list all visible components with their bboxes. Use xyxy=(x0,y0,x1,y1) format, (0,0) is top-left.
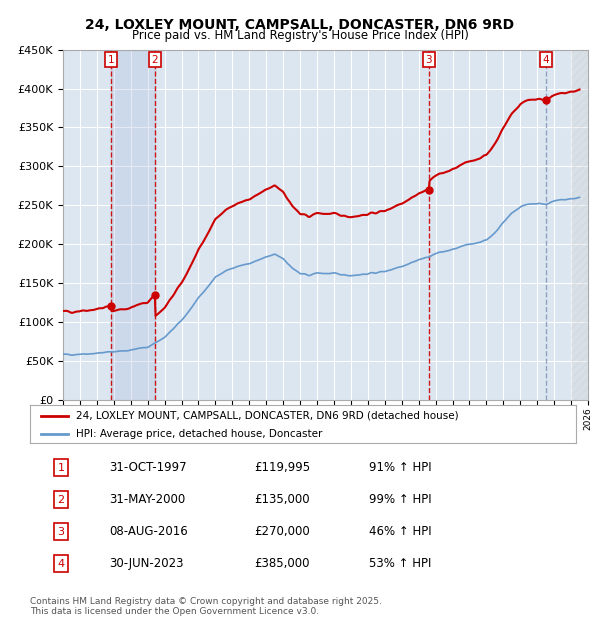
Text: 91% ↑ HPI: 91% ↑ HPI xyxy=(368,461,431,474)
Text: 08-AUG-2016: 08-AUG-2016 xyxy=(109,525,188,538)
Text: £385,000: £385,000 xyxy=(254,557,310,570)
Text: 4: 4 xyxy=(58,559,65,569)
Text: £119,995: £119,995 xyxy=(254,461,310,474)
Text: Contains HM Land Registry data © Crown copyright and database right 2025.
This d: Contains HM Land Registry data © Crown c… xyxy=(30,596,382,616)
Text: 46% ↑ HPI: 46% ↑ HPI xyxy=(368,525,431,538)
Text: £270,000: £270,000 xyxy=(254,525,310,538)
Text: 24, LOXLEY MOUNT, CAMPSALL, DONCASTER, DN6 9RD (detached house): 24, LOXLEY MOUNT, CAMPSALL, DONCASTER, D… xyxy=(76,410,459,420)
Text: 2: 2 xyxy=(58,495,65,505)
Bar xyxy=(571,50,596,400)
Text: 30-JUN-2023: 30-JUN-2023 xyxy=(109,557,184,570)
Text: 24, LOXLEY MOUNT, CAMPSALL, DONCASTER, DN6 9RD: 24, LOXLEY MOUNT, CAMPSALL, DONCASTER, D… xyxy=(85,18,515,32)
Text: HPI: Average price, detached house, Doncaster: HPI: Average price, detached house, Donc… xyxy=(76,428,323,439)
Text: 4: 4 xyxy=(542,55,549,65)
Text: 1: 1 xyxy=(58,463,65,472)
Text: 3: 3 xyxy=(58,527,65,537)
Text: £135,000: £135,000 xyxy=(254,494,310,506)
Text: 1: 1 xyxy=(107,55,114,65)
Text: Price paid vs. HM Land Registry's House Price Index (HPI): Price paid vs. HM Land Registry's House … xyxy=(131,30,469,42)
Text: 31-MAY-2000: 31-MAY-2000 xyxy=(109,494,185,506)
Text: 53% ↑ HPI: 53% ↑ HPI xyxy=(368,557,431,570)
Text: 99% ↑ HPI: 99% ↑ HPI xyxy=(368,494,431,506)
Text: 3: 3 xyxy=(425,55,432,65)
Text: 2: 2 xyxy=(151,55,158,65)
Text: 31-OCT-1997: 31-OCT-1997 xyxy=(109,461,187,474)
Bar xyxy=(111,50,155,400)
